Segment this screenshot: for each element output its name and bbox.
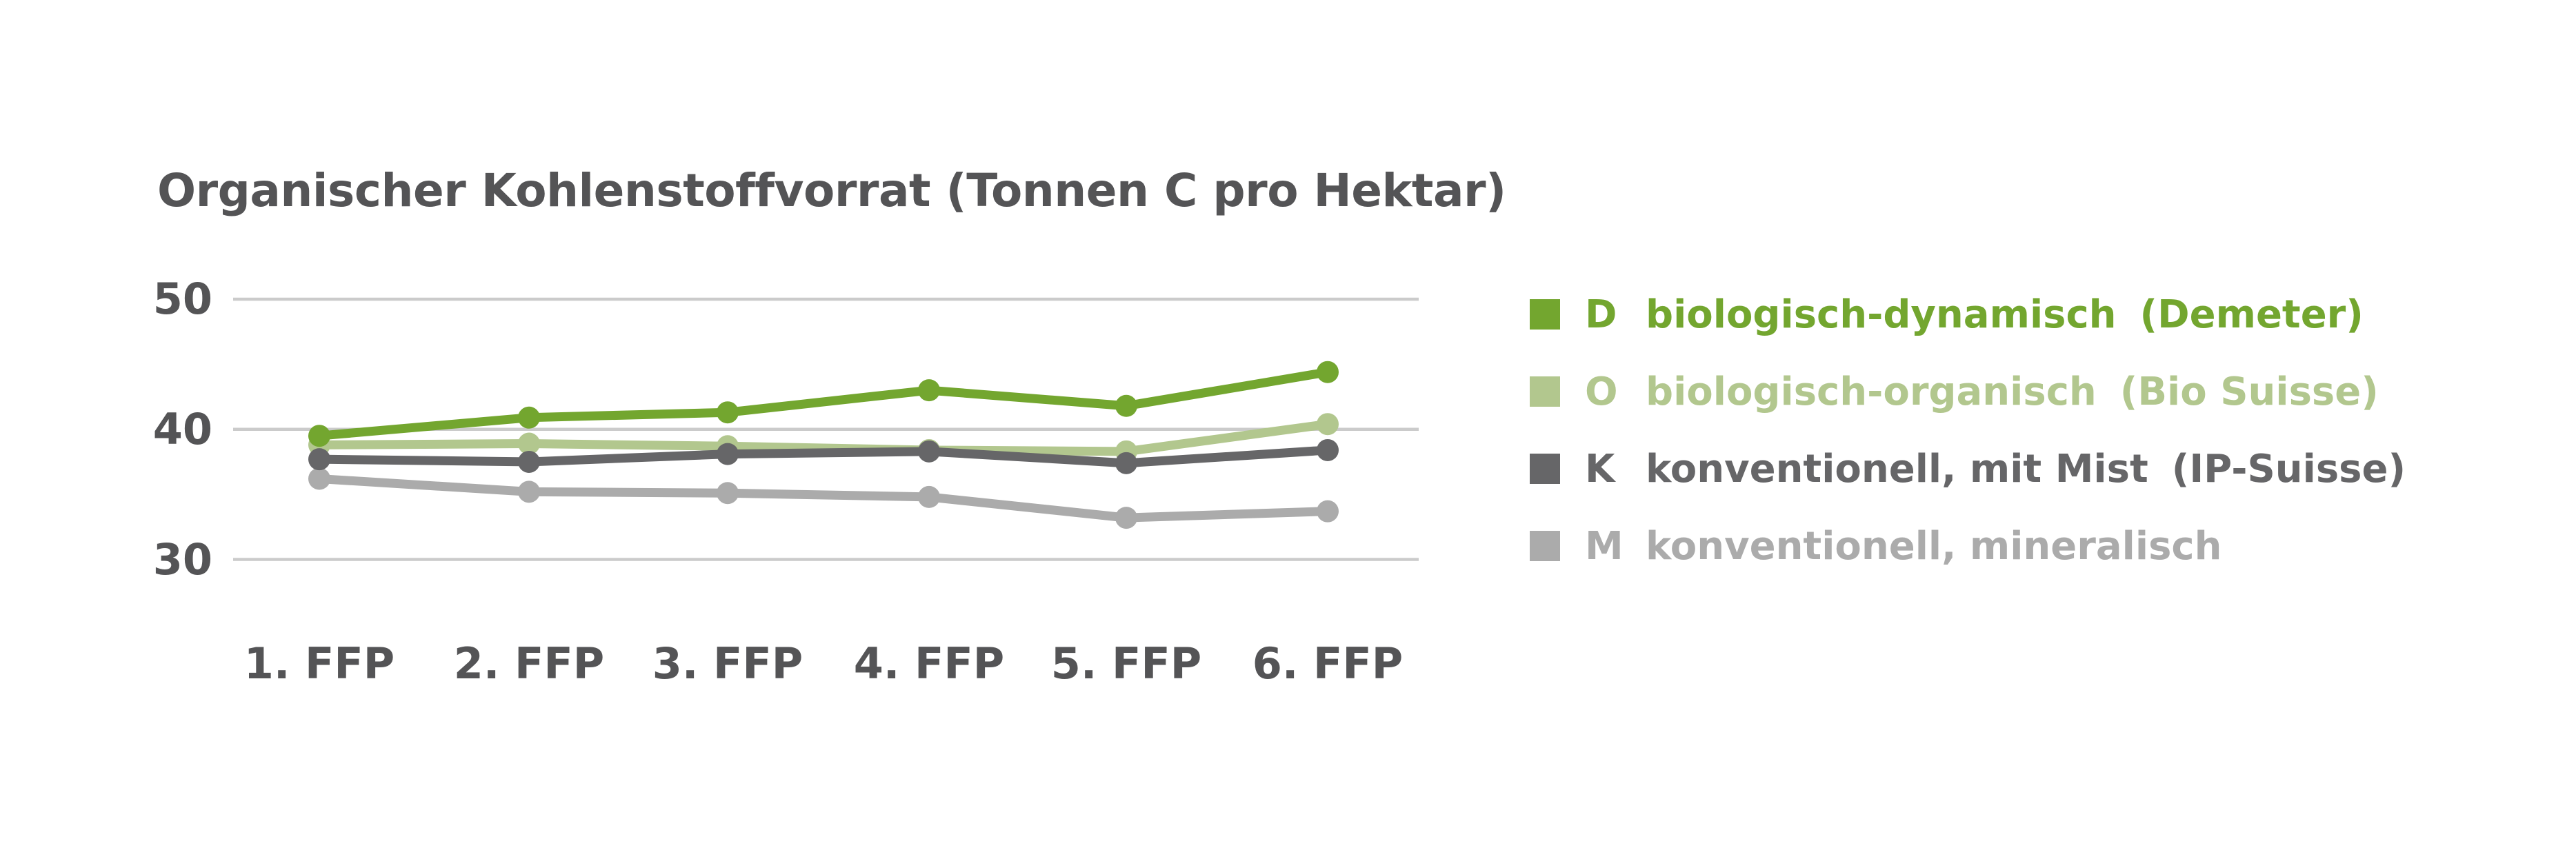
x-axis-tick-label-4: 4. FFP	[853, 638, 1005, 689]
legend-key-M: M	[1585, 523, 1624, 569]
data-point-D-6	[1317, 361, 1339, 383]
x-axis-tick-label-6: 6. FFP	[1252, 638, 1404, 689]
data-point-K-6	[1317, 438, 1339, 461]
data-point-O-6	[1317, 413, 1339, 436]
data-point-O-2	[518, 432, 540, 455]
data-point-M-4	[918, 485, 940, 508]
data-point-K-2	[518, 450, 540, 473]
data-point-M-6	[1317, 500, 1339, 523]
legend-label-D: biologisch-dynamisch	[1646, 292, 2117, 337]
x-axis-tick-label-5: 5. FFP	[1050, 638, 1202, 689]
legend-key-D: D	[1585, 292, 1617, 337]
data-point-D-1	[308, 425, 330, 447]
series-line-D	[319, 367, 1329, 441]
chart-title: Organischer Kohlenstoffvorrat (Tonnen C …	[157, 164, 1506, 217]
legend-qualifier-O: (Bio Suisse)	[2119, 369, 2379, 414]
legend-qualifier-K: (IP-Suisse)	[2171, 446, 2406, 492]
y-axis-tick-label-40: 40	[152, 403, 212, 454]
legend-swatch-M	[1530, 531, 1560, 561]
data-point-M-3	[717, 482, 739, 505]
legend-label-K: konventionell, mit Mist	[1646, 446, 2148, 492]
data-point-K-3	[717, 443, 739, 465]
data-point-K-1	[308, 448, 330, 471]
legend-key-K: K	[1585, 446, 1615, 492]
series-line-M	[319, 474, 1328, 523]
data-point-D-3	[717, 401, 739, 424]
data-point-K-5	[1115, 452, 1137, 474]
legend-key-O: O	[1585, 369, 1618, 414]
y-axis-tick-label-30: 30	[152, 534, 212, 585]
x-axis-tick-label-3: 3. FFP	[652, 638, 803, 689]
legend-qualifier-D: (Demeter)	[2139, 292, 2364, 337]
series-line-K	[319, 445, 1328, 468]
data-point-D-2	[518, 406, 540, 429]
data-point-M-2	[518, 480, 540, 503]
x-axis-tick-label-2: 2. FFP	[453, 638, 605, 689]
data-point-K-4	[918, 440, 940, 463]
data-point-M-5	[1115, 507, 1137, 529]
legend-swatch-O	[1530, 376, 1560, 407]
legend-swatch-D	[1530, 299, 1560, 330]
legend-swatch-K	[1530, 454, 1560, 484]
data-point-M-1	[308, 467, 330, 490]
x-axis-tick-label-1: 1. FFP	[243, 638, 395, 689]
data-point-D-5	[1115, 394, 1137, 417]
y-axis-tick-label-50: 50	[152, 274, 212, 324]
series-line-O	[319, 419, 1328, 456]
legend-label-O: biologisch-organisch	[1646, 369, 2097, 414]
data-point-D-4	[918, 379, 940, 402]
legend-label-M: konventionell, mineralisch	[1646, 523, 2222, 569]
